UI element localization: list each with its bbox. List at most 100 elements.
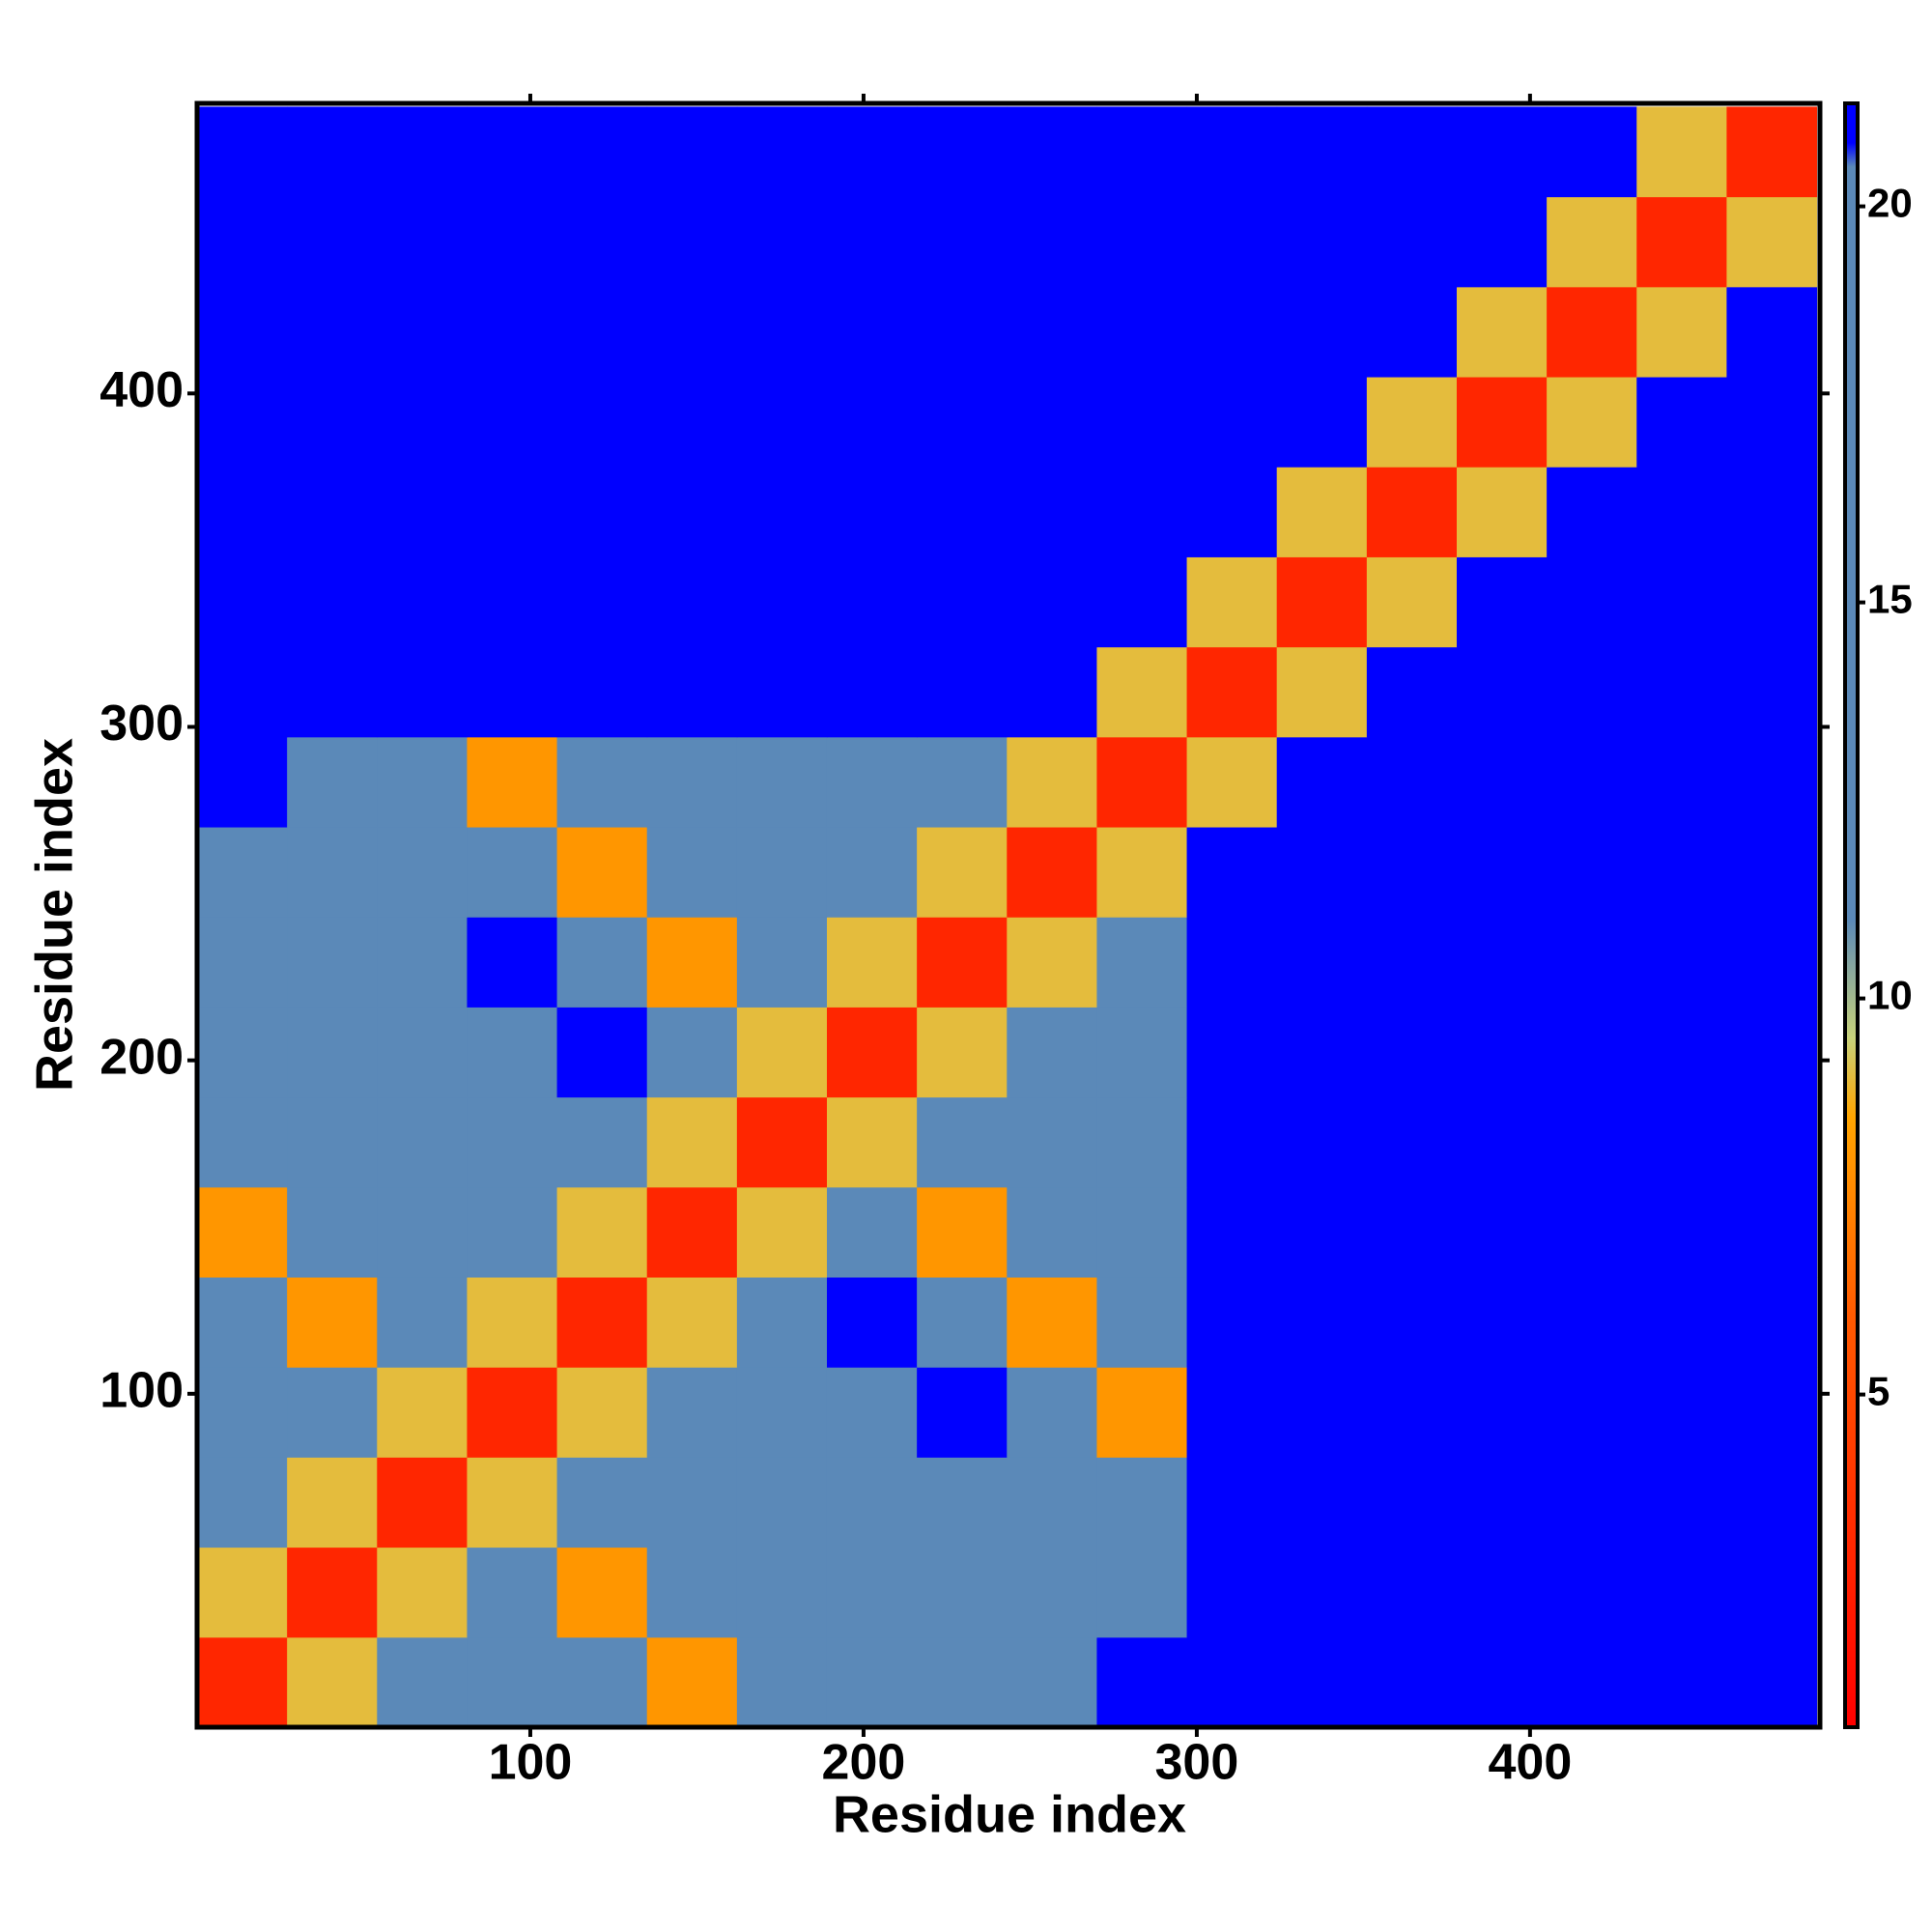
heatmap-cell (1007, 917, 1097, 1008)
heatmap-cell (1547, 646, 1637, 738)
heatmap-cell (826, 377, 918, 468)
heatmap-cell (1186, 827, 1278, 918)
heatmap-cell (917, 646, 1008, 738)
heatmap-cell (1456, 1096, 1548, 1188)
heatmap-cell (1636, 646, 1727, 738)
heatmap-cell (1636, 286, 1727, 378)
heatmap-cell (1547, 736, 1637, 828)
heatmap-cell (826, 196, 918, 288)
heatmap-cell (1726, 1096, 1818, 1188)
heatmap-cell (1276, 106, 1368, 198)
heatmap-cell (1366, 1096, 1458, 1188)
heatmap-cell (1636, 556, 1727, 648)
heatmap-cell (197, 467, 288, 557)
heatmap-cell (197, 827, 288, 918)
plot-frame (194, 100, 1823, 1730)
heatmap-cell (1096, 1277, 1188, 1368)
heatmap-cell (377, 827, 468, 918)
heatmap-cell (287, 556, 378, 648)
heatmap-cell (917, 377, 1008, 468)
heatmap-cell (1726, 1367, 1818, 1458)
heatmap-cell (1547, 1007, 1637, 1098)
heatmap-cell (467, 106, 558, 198)
heatmap-cell (1007, 736, 1097, 828)
heatmap-cell (1726, 1457, 1818, 1548)
heatmap-cell (1276, 1096, 1368, 1188)
heatmap-cell (377, 1277, 468, 1368)
heatmap-cell (1366, 556, 1458, 648)
heatmap-cell (1547, 1096, 1637, 1188)
heatmap-cell (197, 377, 288, 468)
heatmap-cell (197, 286, 288, 378)
heatmap-cell (1456, 1636, 1548, 1728)
heatmap-cell (646, 1007, 738, 1098)
heatmap-cell (1096, 736, 1188, 828)
heatmap-cell (646, 1367, 738, 1458)
heatmap-cell (1456, 467, 1548, 557)
heatmap-cell (1547, 377, 1637, 468)
heatmap-cell (1366, 377, 1458, 468)
heatmap-cell (917, 1367, 1008, 1458)
heatmap-cell (197, 1186, 288, 1278)
heatmap-cell (1007, 377, 1097, 468)
heatmap-cell (1456, 286, 1548, 378)
y-tick-label: 400 (99, 362, 184, 418)
heatmap-cell (1366, 196, 1458, 288)
heatmap-cell (197, 1007, 288, 1098)
heatmap-cell (1276, 1636, 1368, 1728)
heatmap-cell (287, 286, 378, 378)
heatmap-cell (1547, 1547, 1637, 1638)
heatmap-cell (1547, 196, 1637, 288)
heatmap-cell (287, 106, 378, 198)
heatmap-cell (467, 1636, 558, 1728)
heatmap-cell (1456, 1547, 1548, 1638)
heatmap-cell (736, 827, 828, 918)
heatmap-cell (646, 556, 738, 648)
heatmap-cell (1007, 1547, 1097, 1638)
heatmap-cell (1547, 1367, 1637, 1458)
heatmap-cell (646, 646, 738, 738)
heatmap-cell (556, 646, 648, 738)
heatmap-cell (646, 1636, 738, 1728)
heatmap-cell (1007, 286, 1097, 378)
heatmap-cell (556, 1457, 648, 1548)
heatmap-cell (467, 196, 558, 288)
heatmap-cell (1456, 736, 1548, 828)
heatmap-cell (917, 1636, 1008, 1728)
heatmap-cell (917, 1096, 1008, 1188)
heatmap-cell (377, 917, 468, 1008)
heatmap-cell (917, 556, 1008, 648)
heatmap-cell (467, 917, 558, 1008)
heatmap-cell (1456, 556, 1548, 648)
heatmap-cell (197, 1636, 288, 1728)
heatmap-cell (1276, 1186, 1368, 1278)
heatmap-cell (377, 556, 468, 648)
heatmap-cell (1276, 286, 1368, 378)
heatmap-cell (197, 106, 288, 198)
heatmap-cell (826, 467, 918, 557)
heatmap-cell (646, 736, 738, 828)
heatmap-cell (1726, 1007, 1818, 1098)
heatmap-cell (1007, 1186, 1097, 1278)
heatmap-cell (1366, 1186, 1458, 1278)
heatmap-cell (556, 736, 648, 828)
heatmap-cell (1186, 1547, 1278, 1638)
heatmap-cell (1726, 646, 1818, 738)
heatmap-cell (1007, 196, 1097, 288)
heatmap-cell (826, 1367, 918, 1458)
heatmap-cell (1726, 1636, 1818, 1728)
heatmap-cell (826, 1547, 918, 1638)
heatmap-cell (287, 1186, 378, 1278)
heatmap-cell (467, 1096, 558, 1188)
heatmap-cell (467, 646, 558, 738)
colorbar-tick-label: 15 (1867, 577, 1913, 622)
heatmap-cell (646, 106, 738, 198)
heatmap-cell (556, 377, 648, 468)
heatmap-cell (197, 646, 288, 738)
heatmap-cell (1096, 1186, 1188, 1278)
heatmap-cell (646, 1186, 738, 1278)
heatmap-cell (556, 106, 648, 198)
heatmap-cell (197, 1547, 288, 1638)
heatmap-cell (917, 1186, 1008, 1278)
